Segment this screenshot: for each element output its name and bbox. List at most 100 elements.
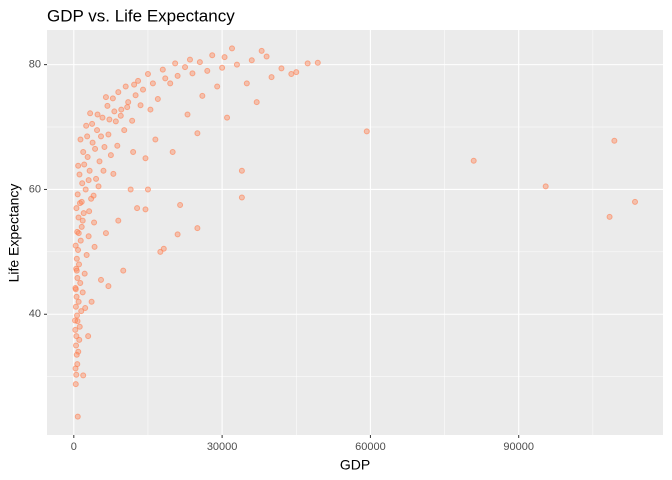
point	[189, 70, 196, 77]
point	[199, 92, 206, 99]
point	[79, 180, 86, 187]
x-axis-title: GDP	[340, 457, 370, 473]
point	[84, 153, 91, 160]
point	[94, 111, 101, 118]
point	[105, 131, 112, 138]
point	[73, 342, 80, 349]
point	[72, 242, 79, 249]
point	[243, 80, 250, 87]
point	[73, 351, 80, 358]
point	[253, 99, 260, 106]
point	[75, 348, 82, 355]
point	[131, 81, 138, 88]
point	[278, 65, 285, 72]
point	[144, 186, 151, 193]
panel	[47, 30, 663, 435]
point	[135, 77, 142, 84]
point	[95, 183, 102, 190]
point	[76, 323, 83, 330]
chart-title: GDP vs. Life Expectancy	[47, 6, 235, 25]
point	[144, 70, 151, 77]
point	[83, 122, 90, 129]
point	[125, 99, 132, 106]
point	[102, 230, 109, 237]
point	[134, 205, 141, 212]
y-tick-label: 60	[29, 183, 41, 195]
point	[129, 117, 136, 124]
point	[258, 47, 265, 54]
point	[85, 233, 92, 240]
point	[73, 267, 80, 274]
point	[73, 371, 80, 378]
point	[204, 67, 211, 74]
point	[160, 245, 167, 252]
point	[268, 74, 275, 81]
point	[89, 139, 96, 146]
point	[80, 148, 87, 155]
point	[304, 60, 311, 67]
point	[542, 183, 549, 190]
point	[174, 72, 181, 79]
y-tick-label: 40	[29, 308, 41, 320]
x-tick-label: 90000	[503, 441, 534, 453]
point	[154, 95, 161, 102]
point	[72, 317, 79, 324]
point	[93, 175, 100, 182]
point	[167, 80, 174, 87]
point	[94, 127, 101, 134]
point	[90, 192, 97, 199]
point	[73, 333, 80, 340]
point	[293, 69, 300, 76]
point	[99, 114, 106, 121]
x-tick-label: 60000	[355, 441, 386, 453]
point	[104, 102, 111, 109]
point	[97, 133, 104, 140]
point	[632, 198, 639, 205]
point	[85, 177, 92, 184]
point	[121, 127, 128, 134]
point	[111, 108, 118, 115]
point	[248, 57, 255, 64]
point	[149, 80, 156, 87]
point	[233, 61, 240, 68]
y-tick-label: 80	[29, 59, 41, 71]
point	[127, 186, 134, 193]
point	[120, 267, 127, 274]
point	[91, 219, 98, 226]
point	[147, 106, 154, 113]
point	[606, 213, 613, 220]
point	[219, 64, 226, 71]
point	[78, 308, 85, 315]
point	[72, 381, 79, 388]
point	[72, 303, 79, 310]
point	[79, 217, 86, 224]
point	[82, 305, 89, 312]
point	[88, 298, 95, 305]
point	[228, 45, 235, 52]
point	[194, 130, 201, 137]
point	[105, 283, 112, 290]
point	[73, 293, 80, 300]
point	[75, 162, 82, 169]
point	[73, 205, 80, 212]
point	[152, 136, 159, 143]
point	[102, 94, 109, 101]
point	[79, 289, 86, 296]
point	[74, 312, 81, 319]
point	[109, 95, 116, 102]
point	[78, 198, 85, 205]
point	[132, 92, 139, 99]
point	[186, 56, 193, 63]
point	[97, 276, 104, 283]
point	[81, 161, 88, 168]
point	[142, 155, 149, 162]
point	[221, 54, 228, 61]
point	[77, 280, 84, 287]
point	[80, 210, 87, 217]
point	[75, 261, 82, 268]
point	[194, 225, 201, 232]
point	[363, 128, 370, 135]
point	[77, 136, 84, 143]
point	[130, 148, 137, 155]
point	[82, 186, 89, 193]
